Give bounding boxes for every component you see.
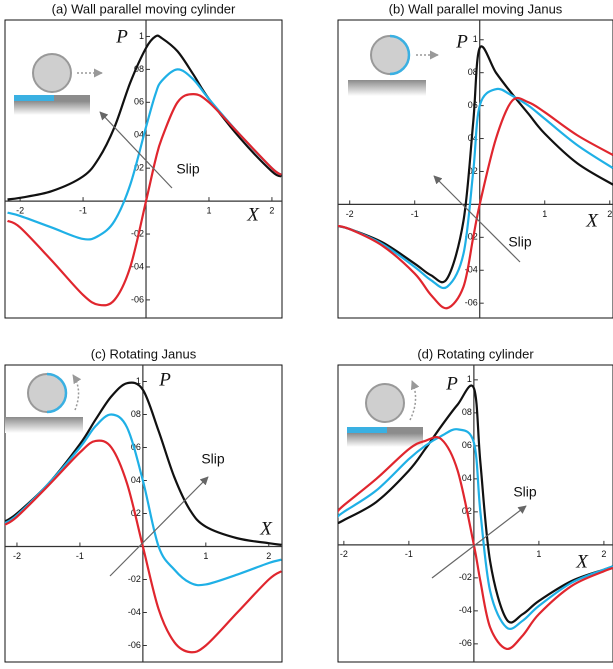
plate-wall <box>387 427 423 433</box>
x-tick-label: -2 <box>13 551 21 561</box>
particle <box>32 53 72 93</box>
x-tick-label: 2 <box>601 549 606 559</box>
curve <box>338 428 613 630</box>
y-axis-label: P <box>115 26 128 47</box>
plate <box>5 417 83 433</box>
slip-arrow <box>431 505 527 579</box>
x-tick-label: -1 <box>411 209 419 219</box>
x-axis-label: X <box>246 204 260 225</box>
y-tick-label: 1 <box>467 374 472 384</box>
curve <box>5 439 282 654</box>
janus-cap <box>46 372 68 414</box>
plate-shadow <box>14 101 90 115</box>
y-tick-label: 04 <box>462 473 472 483</box>
x-axis-label: X <box>575 551 589 572</box>
panel-title: (a) Wall parallel moving cylinder <box>52 1 236 16</box>
frame <box>337 19 613 319</box>
janus-cap <box>389 34 411 76</box>
y-tick-label: 1 <box>473 34 478 44</box>
rotation-arrow <box>409 380 420 421</box>
x-tick-label: 2 <box>269 205 274 215</box>
x-tick-label: 1 <box>536 549 541 559</box>
frame <box>4 364 283 663</box>
panel-title: (d) Rotating cylinder <box>417 346 534 361</box>
y-tick-label: -06 <box>465 298 478 308</box>
curve <box>338 45 613 284</box>
y-tick-label: 08 <box>462 407 472 417</box>
x-tick-label: 1 <box>206 205 211 215</box>
panel: (c) Rotating Janus-2 -1 1 2108060402-02-04-… <box>4 346 283 663</box>
plate-slip <box>347 427 387 433</box>
x-tick-label: -2 <box>16 205 24 215</box>
y-tick-label: -06 <box>459 638 472 648</box>
slip-label: Slip <box>201 451 225 467</box>
y-tick-label: 02 <box>134 163 144 173</box>
curve <box>7 68 282 241</box>
curve <box>5 413 282 587</box>
x-tick-label: 1 <box>203 551 208 561</box>
rotation-arrow <box>72 374 82 411</box>
y-tick-label: 06 <box>462 440 472 450</box>
y-tick-label: -06 <box>128 640 141 650</box>
x-tick-label: 2 <box>607 209 612 219</box>
plate-slip <box>14 95 54 101</box>
curve <box>338 384 613 624</box>
slip-label: Slip <box>508 234 532 250</box>
y-tick-label: -02 <box>128 574 141 584</box>
plate-shadow <box>347 433 423 447</box>
x-tick-label: -2 <box>340 549 348 559</box>
y-tick-label: 06 <box>468 100 478 110</box>
particle <box>365 383 405 423</box>
curve <box>338 87 613 290</box>
y-tick-label: 08 <box>468 67 478 77</box>
curve <box>338 436 613 650</box>
y-tick-label: 08 <box>131 409 141 419</box>
y-axis-label: P <box>455 31 468 52</box>
panel: (a) Wall parallel moving cylinder -2 -1 1 2 1… <box>4 1 283 319</box>
y-tick-label: -04 <box>465 265 478 275</box>
y-tick-label: -02 <box>465 232 478 242</box>
y-tick-label: 1 <box>139 31 144 41</box>
y-axis-label: P <box>445 373 458 394</box>
x-tick-label: -1 <box>79 205 87 215</box>
y-tick-label: 04 <box>131 475 141 485</box>
y-tick-label: -06 <box>131 294 144 304</box>
panel: (b) Wall parallel moving Janus -2 -1 1 2 1 08 0… <box>337 1 613 319</box>
y-tick-label: -04 <box>131 261 144 271</box>
curve <box>338 96 613 310</box>
panel: (d) Rotating cylinder-2 -1 1 2108060402-02-… <box>337 346 613 663</box>
y-tick-label: 08 <box>134 64 144 74</box>
plate-wall <box>54 95 90 101</box>
panel-title: (b) Wall parallel moving Janus <box>389 1 563 16</box>
x-axis-label: X <box>259 518 273 539</box>
y-tick-label: 06 <box>131 442 141 452</box>
y-tick-label: 06 <box>134 97 144 107</box>
y-tick-label: 04 <box>134 130 144 140</box>
x-tick-label: -1 <box>405 549 413 559</box>
plate <box>348 80 426 96</box>
x-tick-label: -1 <box>76 551 84 561</box>
y-tick-label: 1 <box>136 376 141 386</box>
panel-title: (c) Rotating Janus <box>91 346 197 361</box>
frame <box>337 364 613 663</box>
x-tick-label: -2 <box>346 209 354 219</box>
slip-arrow <box>109 476 209 577</box>
slip-arrow <box>433 175 521 263</box>
y-axis-label: P <box>158 369 171 390</box>
curve <box>7 92 282 307</box>
x-axis-label: X <box>585 210 599 231</box>
y-tick-label: -02 <box>459 572 472 582</box>
slip-label: Slip <box>176 161 200 177</box>
y-tick-label: -04 <box>128 607 141 617</box>
y-tick-label: -02 <box>131 228 144 238</box>
slip-label: Slip <box>513 484 537 500</box>
x-tick-label: 2 <box>266 551 271 561</box>
slip-arrow <box>99 111 173 189</box>
y-tick-label: -04 <box>459 605 472 615</box>
frame <box>4 19 283 319</box>
x-tick-label: 1 <box>542 209 547 219</box>
